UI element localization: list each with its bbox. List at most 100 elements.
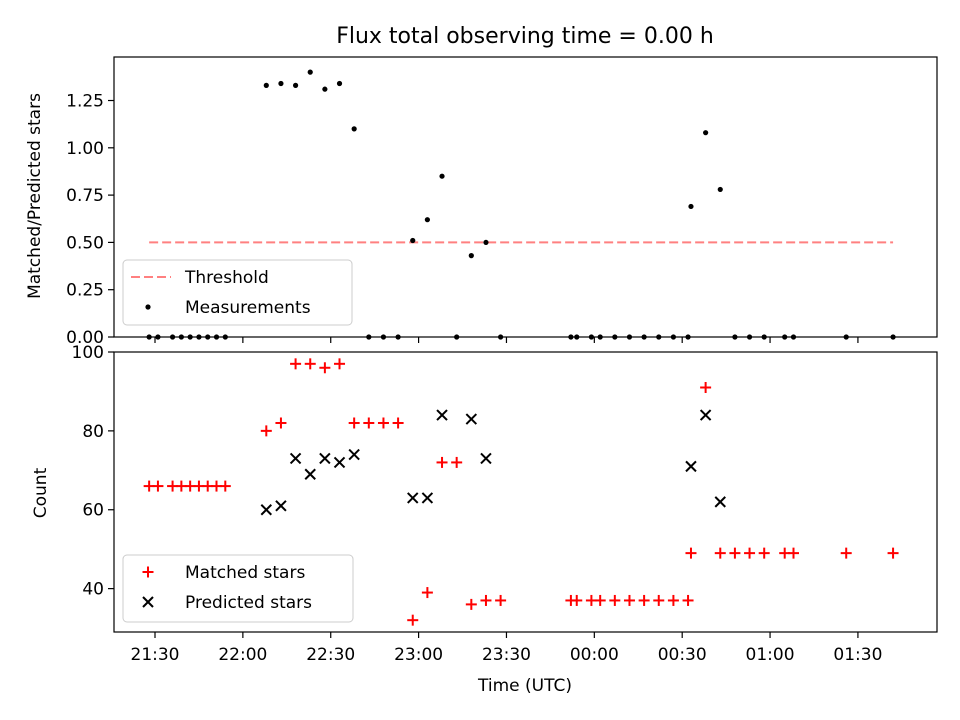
data-point: [729, 547, 741, 559]
data-point: [887, 547, 899, 559]
data-point: [688, 203, 694, 210]
data-point: [840, 547, 852, 559]
x-tick-label: 00:30: [658, 645, 707, 665]
data-point: [307, 69, 313, 75]
data-point: [436, 409, 448, 421]
data-point: [594, 594, 606, 606]
data-point: [787, 547, 799, 559]
x-tick-label: 22:00: [218, 645, 267, 665]
y-tick-label: 1.00: [66, 139, 104, 159]
x-tick-label: 22:30: [306, 645, 355, 665]
data-point: [304, 358, 316, 370]
data-point: [424, 217, 430, 223]
data-point: [152, 480, 164, 492]
count-panel: 40 60 80 100 21:30 22:00 22:30 23:00 23:30 00:00 0…: [72, 343, 938, 665]
y-tick-label: 100: [72, 343, 104, 363]
x-tick-label: 01:00: [746, 645, 795, 665]
x-tick-label: 21:30: [131, 645, 180, 665]
data-point: [319, 362, 331, 374]
data-point: [451, 456, 463, 468]
data-point: [758, 547, 770, 559]
data-point: [292, 82, 299, 88]
data-point: [319, 452, 331, 465]
data-point: [263, 82, 269, 88]
y-tick-label: 80: [82, 422, 104, 442]
x-tick-label: 00:00: [570, 645, 619, 665]
data-point: [333, 456, 346, 469]
legend-box: [122, 554, 354, 623]
data-point: [682, 594, 694, 606]
data-point: [638, 594, 650, 606]
data-point: [260, 425, 272, 437]
data-point: [290, 358, 302, 370]
data-point: [348, 448, 360, 461]
y-tick-label: 0.75: [66, 186, 104, 206]
data-point: [392, 417, 404, 429]
data-point: [407, 614, 419, 626]
data-point: [278, 80, 284, 87]
data-point: [495, 594, 507, 606]
legend-label: Measurements: [185, 298, 311, 318]
x-tick-label: 23:30: [482, 645, 531, 665]
data-point: [483, 239, 489, 246]
data-point: [480, 594, 492, 606]
legend-marker: [145, 304, 151, 310]
legend-label: Matched stars: [185, 563, 305, 583]
legend-box: [122, 259, 353, 326]
data-point: [219, 480, 231, 492]
data-point: [322, 86, 328, 92]
data-point: [289, 452, 302, 465]
data-point: [609, 594, 621, 606]
data-point: [377, 417, 389, 429]
ratio-panel: 0.00 0.25 0.50 0.75 1.00 1.25 Threshold Measure…: [66, 56, 938, 348]
data-point: [351, 126, 357, 132]
data-point: [421, 587, 433, 599]
bottom-y-axis-label: Count: [31, 467, 51, 518]
data-point: [304, 468, 316, 480]
y-tick-label: 40: [82, 580, 104, 600]
legend-label: Threshold: [184, 268, 269, 288]
legend-label: Predicted stars: [185, 593, 312, 613]
y-tick-label: 60: [82, 501, 104, 521]
data-point: [717, 186, 723, 193]
data-point: [653, 594, 665, 606]
data-point: [421, 492, 434, 504]
data-point: [571, 594, 583, 606]
data-point: [336, 80, 343, 87]
data-point: [407, 492, 419, 504]
x-axis-label: Time (UTC): [477, 676, 572, 696]
data-point: [348, 417, 360, 429]
y-tick-label: 1.25: [66, 92, 104, 112]
data-point: [667, 594, 679, 606]
data-point: [436, 456, 448, 468]
data-point: [685, 547, 697, 559]
plot-frame: [113, 56, 938, 338]
data-point: [363, 417, 375, 429]
data-point: [275, 500, 287, 512]
data-point: [623, 594, 635, 606]
data-point: [685, 460, 697, 473]
data-point: [439, 173, 445, 179]
x-tick-label: 23:00: [394, 645, 443, 665]
data-point: [465, 598, 477, 610]
top-y-axis-label: Matched/Predicted stars: [25, 93, 45, 299]
data-point: [334, 358, 346, 370]
chart-title: Flux total observing time = 0.00 h: [336, 24, 714, 49]
y-tick-label: 0.50: [66, 233, 104, 253]
plot-frame: [113, 351, 938, 633]
y-tick-label: 0.25: [66, 281, 104, 301]
y-tick-label: 0.00: [66, 328, 104, 348]
data-point: [410, 237, 416, 244]
data-point: [699, 409, 712, 421]
data-point: [465, 413, 478, 425]
data-point: [714, 547, 726, 559]
legend-marker: [142, 596, 154, 608]
legend-marker: [142, 566, 154, 578]
data-point: [275, 417, 287, 429]
data-point: [468, 253, 474, 259]
data-point: [744, 547, 756, 559]
data-point: [714, 496, 726, 508]
data-point: [260, 504, 273, 516]
data-point: [703, 130, 709, 136]
